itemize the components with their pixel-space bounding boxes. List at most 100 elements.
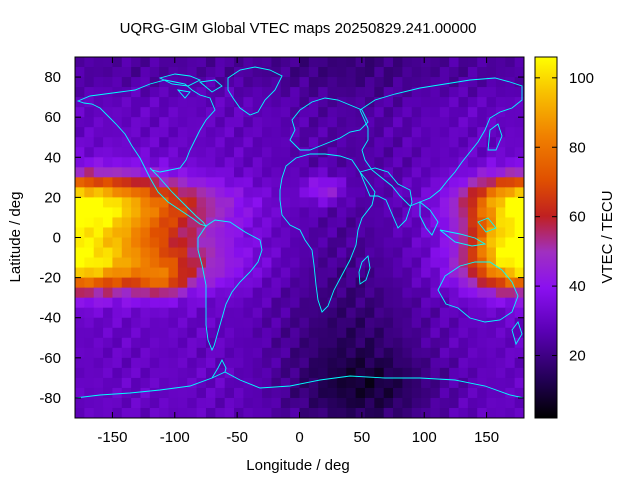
- vtec-cell: [243, 297, 254, 309]
- vtec-cell: [205, 97, 216, 108]
- vtec-cell: [421, 317, 432, 329]
- vtec-cell: [177, 77, 188, 88]
- vtec-cell: [393, 387, 403, 399]
- vtec-cell: [112, 67, 123, 78]
- vtec-cell: [84, 307, 95, 319]
- vtec-cell: [159, 127, 170, 138]
- vtec-cell: [327, 397, 338, 409]
- vtec-cell: [280, 147, 291, 158]
- vtec-cell: [308, 207, 319, 219]
- vtec-cell: [336, 237, 347, 249]
- vtec-cell: [364, 57, 375, 68]
- x-axis-ticks: -150 -100 -50 0 50 100 150: [97, 57, 499, 446]
- vtec-cell: [346, 317, 357, 329]
- vtec-cell: [393, 347, 403, 359]
- vtec-cell: [205, 147, 216, 158]
- vtec-cell: [149, 197, 160, 209]
- vtec-cell: [187, 157, 198, 168]
- vtec-cell: [196, 207, 207, 219]
- vtec-cell: [477, 267, 488, 279]
- vtec-cell: [336, 167, 347, 178]
- vtec-cell: [290, 337, 301, 349]
- vtec-cell: [327, 227, 338, 239]
- vtec-cell: [93, 207, 104, 219]
- vtec-cell: [318, 137, 329, 148]
- vtec-cell: [505, 147, 516, 158]
- vtec-cell: [355, 117, 366, 128]
- vtec-cell: [177, 357, 188, 369]
- vtec-cell: [505, 137, 516, 148]
- x-tick-label: 50: [354, 429, 371, 446]
- vtec-cell: [477, 377, 488, 389]
- vtec-cell: [187, 287, 198, 299]
- vtec-cell: [112, 207, 123, 219]
- vtec-cell: [393, 117, 403, 128]
- vtec-cell: [477, 197, 488, 209]
- vtec-cell: [205, 317, 216, 329]
- vtec-cell: [280, 317, 291, 329]
- vtec-cell: [121, 217, 132, 229]
- vtec-cell: [458, 327, 469, 339]
- vtec-cell: [421, 117, 432, 128]
- vtec-cell: [290, 147, 301, 158]
- vtec-cell: [252, 277, 263, 289]
- vtec-cell: [308, 157, 319, 168]
- vtec-cell: [149, 237, 160, 249]
- vtec-cell: [486, 187, 497, 198]
- vtec-cell: [439, 227, 450, 239]
- vtec-cell: [93, 157, 104, 168]
- vtec-cell: [477, 247, 488, 259]
- vtec-cell: [430, 197, 441, 209]
- vtec-cell: [430, 217, 441, 229]
- vtec-cell: [290, 307, 301, 319]
- vtec-cell: [383, 317, 394, 329]
- vtec-cell: [449, 197, 460, 209]
- vtec-cell: [374, 167, 385, 178]
- vtec-cell: [421, 197, 432, 209]
- vtec-cell: [75, 157, 85, 168]
- vtec-cell: [495, 157, 506, 168]
- x-tick-label: -150: [97, 429, 127, 446]
- vtec-cell: [205, 297, 216, 309]
- vtec-cell: [477, 57, 488, 68]
- vtec-cell: [177, 377, 188, 389]
- vtec-cell: [252, 167, 263, 178]
- vtec-cell: [75, 267, 85, 279]
- vtec-cell: [514, 387, 524, 399]
- vtec-cell: [112, 397, 123, 409]
- vtec-cell: [149, 357, 160, 369]
- vtec-cell: [495, 267, 506, 279]
- vtec-cell: [439, 97, 450, 108]
- vtec-cell: [177, 107, 188, 118]
- vtec-cell: [327, 147, 338, 158]
- vtec-cell: [187, 67, 198, 78]
- vtec-cell: [84, 397, 95, 409]
- vtec-cell: [290, 317, 301, 329]
- vtec-cell: [458, 317, 469, 329]
- vtec-cell: [149, 157, 160, 168]
- vtec-cell: [411, 297, 422, 309]
- vtec-cell: [75, 247, 85, 259]
- vtec-cell: [308, 297, 319, 309]
- vtec-cell: [93, 377, 104, 389]
- vtec-cell: [421, 387, 432, 399]
- vtec-cell: [84, 257, 95, 269]
- vtec-cell: [383, 177, 394, 188]
- vtec-cell: [187, 297, 198, 309]
- coastline-arabia-india: [359, 167, 413, 229]
- vtec-cell: [159, 227, 170, 239]
- vtec-cell: [318, 237, 329, 249]
- vtec-cell: [271, 127, 282, 138]
- coastlines: [75, 66, 524, 399]
- vtec-cell: [177, 407, 188, 418]
- vtec-cell: [336, 107, 347, 118]
- vtec-cell: [514, 397, 524, 409]
- vtec-cell: [402, 367, 413, 379]
- vtec-cell: [168, 127, 179, 138]
- vtec-cell: [467, 177, 478, 188]
- vtec-cell: [421, 347, 432, 359]
- vtec-cell: [159, 117, 170, 128]
- vtec-cell: [402, 97, 413, 108]
- vtec-cell: [215, 197, 226, 209]
- vtec-cell: [421, 377, 432, 389]
